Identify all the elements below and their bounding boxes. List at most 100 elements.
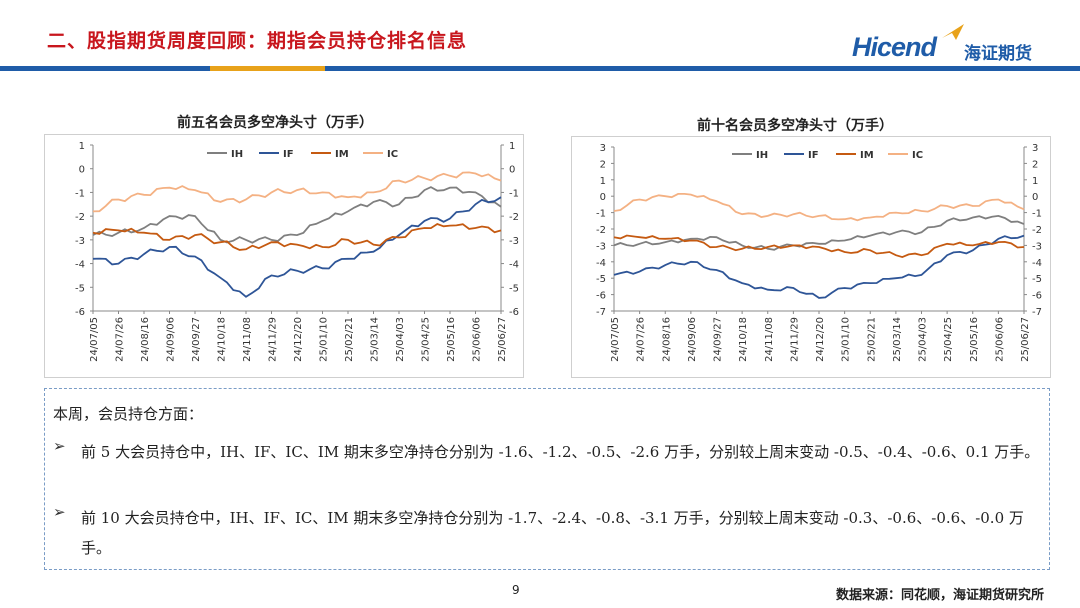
x-tick-label: 25/05/16 bbox=[969, 317, 980, 362]
y-tick-label-right: -2 bbox=[509, 212, 519, 223]
y-tick-label-left: -2 bbox=[75, 212, 85, 223]
legend-label-IM: IM bbox=[335, 149, 349, 160]
series-line-IH bbox=[92, 186, 502, 244]
x-tick-label: 24/09/27 bbox=[191, 317, 202, 362]
x-tick-label: 24/09/06 bbox=[687, 317, 698, 362]
chart-top5-svg: 1 1 0 0 -1 -1 -2 -2 -3 -3 -4 -4 -5 -5 -6 -6 24/07/05 24/0… bbox=[75, 141, 519, 362]
y-tick-label-right: 0 bbox=[1032, 192, 1038, 203]
bullet-text: 前 10 大会员持仓中，IH、IF、IC、IM 期末多空净持仓分别为 -1.7、… bbox=[81, 509, 1024, 557]
chart-top5-frame: 1 1 0 0 -1 -1 -2 -2 -3 -3 -4 -4 -5 -5 -6 -6 24/07/05 24/0… bbox=[44, 134, 524, 378]
logo-text-en: Hicend bbox=[852, 32, 937, 62]
y-tick-label-right: -4 bbox=[1032, 258, 1042, 269]
logo-text-cn: 海证期货 bbox=[964, 44, 1032, 64]
x-tick-label: 24/07/26 bbox=[115, 317, 126, 362]
series-line-IF bbox=[92, 196, 502, 298]
y-tick-label-left: -5 bbox=[75, 283, 85, 294]
x-tick-label: 24/12/20 bbox=[293, 317, 304, 362]
x-tick-label: 25/04/25 bbox=[943, 317, 954, 362]
legend-label-IC: IC bbox=[912, 150, 923, 161]
series-line-IM bbox=[92, 223, 502, 251]
y-tick-label-left: -3 bbox=[75, 236, 85, 247]
x-tick-label: 25/01/10 bbox=[841, 317, 852, 362]
x-tick-label: 24/10/18 bbox=[217, 317, 228, 362]
legend-label-IF: IF bbox=[283, 149, 294, 160]
bullet-arrow-icon: ➢ bbox=[53, 437, 66, 455]
x-tick-label: 24/10/18 bbox=[738, 317, 749, 362]
x-tick-label: 25/04/03 bbox=[918, 317, 929, 362]
series-line-IF bbox=[613, 234, 1025, 299]
chart-top10-frame: 3 3 2 2 1 1 0 0 -1 -1 -2 -2 -3 -3 -4 -4 -5 -5 -6 -6 -7 -7 24/0… bbox=[571, 136, 1051, 378]
chart-top5-title: 前五名会员多空净头寸（万手） bbox=[177, 115, 373, 131]
x-tick-label: 24/07/26 bbox=[636, 317, 647, 362]
y-tick-label-right: 1 bbox=[509, 141, 515, 152]
page-title: 二、股指期货周度回顾：期指会员持仓排名信息 bbox=[47, 30, 468, 52]
y-tick-label-right: 0 bbox=[509, 165, 515, 176]
y-tick-label-left: -2 bbox=[596, 225, 606, 236]
x-tick-label: 25/04/25 bbox=[421, 317, 432, 362]
y-tick-label-right: -1 bbox=[1032, 209, 1042, 220]
chart-top10-svg: 3 3 2 2 1 1 0 0 -1 -1 -2 -2 -3 -3 -4 -4 -5 -5 -6 -6 -7 -7 24/0… bbox=[596, 143, 1042, 362]
legend-label-IH: IH bbox=[756, 150, 768, 161]
y-tick-label-left: 0 bbox=[79, 165, 85, 176]
legend-label-IM: IM bbox=[860, 150, 874, 161]
y-tick-label-right: -4 bbox=[509, 260, 519, 271]
logo-mark-icon bbox=[942, 24, 964, 40]
y-tick-label-left: -3 bbox=[596, 241, 606, 252]
y-tick-label-right: -1 bbox=[509, 188, 519, 199]
brand-logo: Hicend 海证期货 bbox=[852, 22, 1052, 66]
x-tick-label: 24/12/20 bbox=[815, 317, 826, 362]
y-tick-label-right: 2 bbox=[1032, 159, 1038, 170]
y-tick-label-left: -6 bbox=[75, 307, 85, 318]
x-tick-label: 24/07/05 bbox=[610, 317, 621, 362]
commentary-intro: 本周，会员持仓方面： bbox=[53, 405, 204, 423]
x-tick-label: 25/02/21 bbox=[344, 317, 355, 362]
x-tick-label: 25/05/16 bbox=[446, 317, 457, 362]
bullet-text: 前 5 大会员持仓中，IH、IF、IC、IM 期末多空净持仓分别为 -1.6、-… bbox=[81, 443, 1040, 461]
y-tick-label-right: -3 bbox=[509, 236, 519, 247]
data-source: 数据来源：同花顺，海证期货研究所 bbox=[836, 588, 1045, 603]
x-tick-label: 24/11/29 bbox=[789, 317, 800, 362]
x-tick-label: 25/03/14 bbox=[370, 317, 381, 362]
y-tick-label-right: -7 bbox=[1032, 307, 1042, 318]
x-tick-label: 25/06/27 bbox=[1020, 317, 1031, 362]
y-tick-label-left: -1 bbox=[596, 209, 606, 220]
y-tick-label-left: 2 bbox=[600, 159, 606, 170]
x-tick-label: 24/07/05 bbox=[89, 317, 100, 362]
series-line-IC bbox=[613, 193, 1025, 222]
y-tick-label-left: 3 bbox=[600, 143, 606, 154]
y-tick-label-left: -1 bbox=[75, 188, 85, 199]
series-line-IH bbox=[613, 214, 1025, 251]
y-tick-label-left: 1 bbox=[79, 141, 85, 152]
y-tick-label-right: -6 bbox=[1032, 291, 1042, 302]
x-tick-label: 25/06/27 bbox=[497, 317, 508, 362]
y-tick-label-right: -6 bbox=[509, 307, 519, 318]
x-tick-label: 25/04/03 bbox=[395, 317, 406, 362]
x-tick-label: 25/03/14 bbox=[892, 317, 903, 362]
x-tick-label: 25/06/06 bbox=[994, 317, 1005, 362]
y-tick-label-left: 0 bbox=[600, 192, 606, 203]
bullet-arrow-icon: ➢ bbox=[53, 503, 66, 521]
x-tick-label: 24/09/06 bbox=[166, 317, 177, 362]
x-tick-label: 25/02/21 bbox=[866, 317, 877, 362]
legend-label-IH: IH bbox=[231, 149, 243, 160]
y-tick-label-left: -6 bbox=[596, 291, 606, 302]
x-tick-label: 25/06/06 bbox=[472, 317, 483, 362]
commentary-box: 本周，会员持仓方面： ➢ 前 5 大会员持仓中，IH、IF、IC、IM 期末多空… bbox=[44, 388, 1050, 570]
legend-label-IC: IC bbox=[387, 149, 398, 160]
y-tick-label-left: -4 bbox=[596, 258, 606, 269]
chart-top10-title: 前十名会员多空净头寸（万手） bbox=[697, 118, 893, 134]
x-tick-label: 24/11/29 bbox=[268, 317, 279, 362]
y-tick-label-right: 3 bbox=[1032, 143, 1038, 154]
x-tick-label: 24/08/16 bbox=[661, 317, 672, 362]
y-tick-label-left: -4 bbox=[75, 260, 85, 271]
y-tick-label-left: -5 bbox=[596, 274, 606, 285]
header-stripe-blue-right bbox=[325, 66, 1080, 71]
y-tick-label-right: -2 bbox=[1032, 225, 1042, 236]
x-tick-label: 24/11/08 bbox=[764, 317, 775, 362]
y-tick-label-left: 1 bbox=[600, 176, 606, 187]
x-tick-label: 24/08/16 bbox=[140, 317, 151, 362]
y-tick-label-right: -3 bbox=[1032, 241, 1042, 252]
x-tick-label: 25/01/10 bbox=[319, 317, 330, 362]
legend-label-IF: IF bbox=[808, 150, 819, 161]
y-tick-label-right: -5 bbox=[1032, 274, 1042, 285]
